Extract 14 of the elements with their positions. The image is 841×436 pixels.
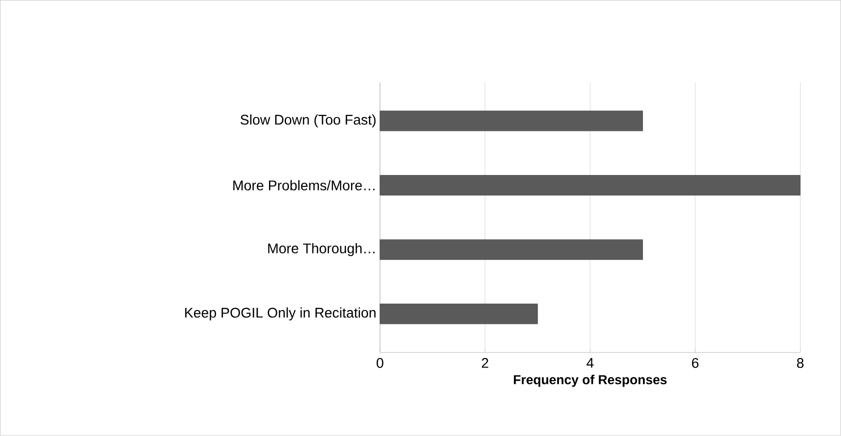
x-tick-label: 8	[796, 358, 804, 368]
y-tick-label: More Problems/More…	[233, 180, 375, 191]
bar	[380, 110, 643, 132]
x-tick-label: 2	[482, 358, 488, 368]
x-tick-label: 4	[586, 358, 594, 368]
x-tick-label: 6	[692, 358, 698, 368]
y-tick-label: Slow Down (Too Fast)	[240, 114, 376, 128]
y-tick-label: More Thorough…	[268, 243, 375, 256]
x-axis-title: Frequency of Responses	[514, 374, 667, 387]
x-tick-label: 0	[376, 358, 384, 368]
bar	[380, 175, 800, 196]
bar	[380, 240, 643, 260]
y-tick-label: Keep POGIL Only in Recitation	[185, 308, 376, 321]
bar	[380, 304, 538, 324]
